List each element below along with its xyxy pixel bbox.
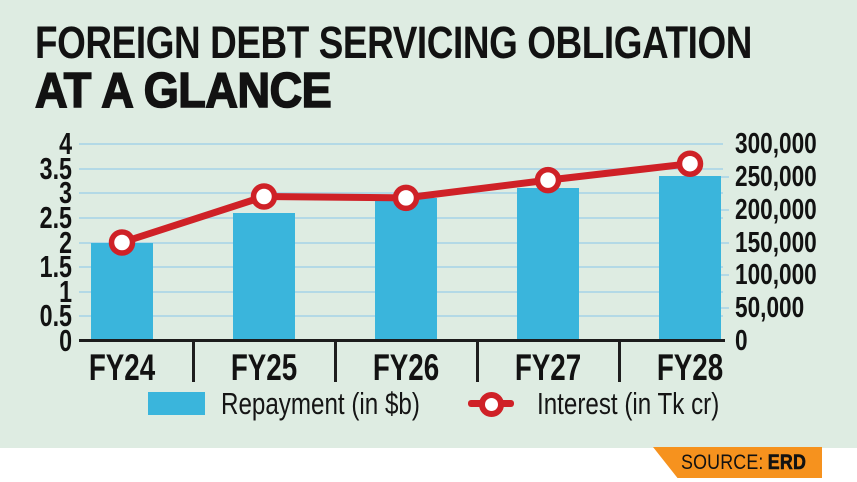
interest-marker-fy25 <box>250 183 278 210</box>
y-axis-tick-left: 4 <box>59 126 72 161</box>
y-axis-tick-right: 100,000 <box>735 259 817 292</box>
y-axis-tick-left: 0.5 <box>39 298 72 334</box>
interest-marker-fy28 <box>676 150 704 177</box>
title-line-2: AT A GLANCE <box>34 64 332 118</box>
y-axis-tick-right: 200,000 <box>735 193 817 226</box>
y-axis-tick-right: 300,000 <box>735 128 817 160</box>
source-value: ERD <box>767 450 807 474</box>
bar-fy24 <box>91 242 153 341</box>
source-prefix: SOURCE: <box>680 450 764 474</box>
interest-marker-icon <box>479 392 504 417</box>
x-axis-label-fy24: FY24 <box>88 347 156 388</box>
y-axis-tick-right: 0 <box>735 325 748 357</box>
bar-fy26 <box>375 198 437 341</box>
bar-fy27 <box>517 188 579 341</box>
bar-fy25 <box>233 212 295 341</box>
y-axis-tick-left: 2 <box>59 224 72 260</box>
y-axis-tick-right: 250,000 <box>735 160 817 193</box>
title-line-1: FOREIGN DEBT SERVICING OBLIGATION <box>35 17 753 68</box>
source-badge: SOURCE: ERD <box>653 447 822 478</box>
source-text: SOURCE: ERD <box>680 450 807 475</box>
gridline <box>79 143 723 145</box>
x-axis-separator <box>476 341 479 382</box>
repayment-legend-label: Repayment (in $b) <box>221 386 420 421</box>
x-axis-separator <box>334 341 337 382</box>
title-block: FOREIGN DEBT SERVICING OBLIGATION AT A G… <box>34 17 857 118</box>
y-axis-tick-left: 0 <box>59 323 72 358</box>
x-axis-label-fy27: FY27 <box>514 347 582 388</box>
gridline <box>79 167 723 170</box>
y-axis-tick-left: 2.5 <box>39 199 72 235</box>
x-axis-label-fy28: FY28 <box>656 347 724 388</box>
y-axis-tick-left: 1.5 <box>39 249 72 285</box>
x-axis-line <box>79 339 725 342</box>
bar-fy28 <box>659 176 721 341</box>
y-axis-tick-left: 3.5 <box>39 150 72 186</box>
x-axis-label-fy25: FY25 <box>230 347 298 388</box>
y-axis-tick-left: 1 <box>59 273 72 309</box>
y-axis-tick-right: 50,000 <box>735 292 805 325</box>
x-axis-separator <box>192 341 195 382</box>
x-axis-label-fy26: FY26 <box>372 347 440 388</box>
repayment-legend-swatch <box>148 392 205 415</box>
gridline <box>79 192 723 195</box>
y-axis-tick-left: 3 <box>59 175 72 211</box>
interest-legend-label: Interest (in Tk cr) <box>537 386 720 421</box>
y-axis-tick-right: 150,000 <box>735 226 817 259</box>
x-axis-separator <box>618 341 621 382</box>
